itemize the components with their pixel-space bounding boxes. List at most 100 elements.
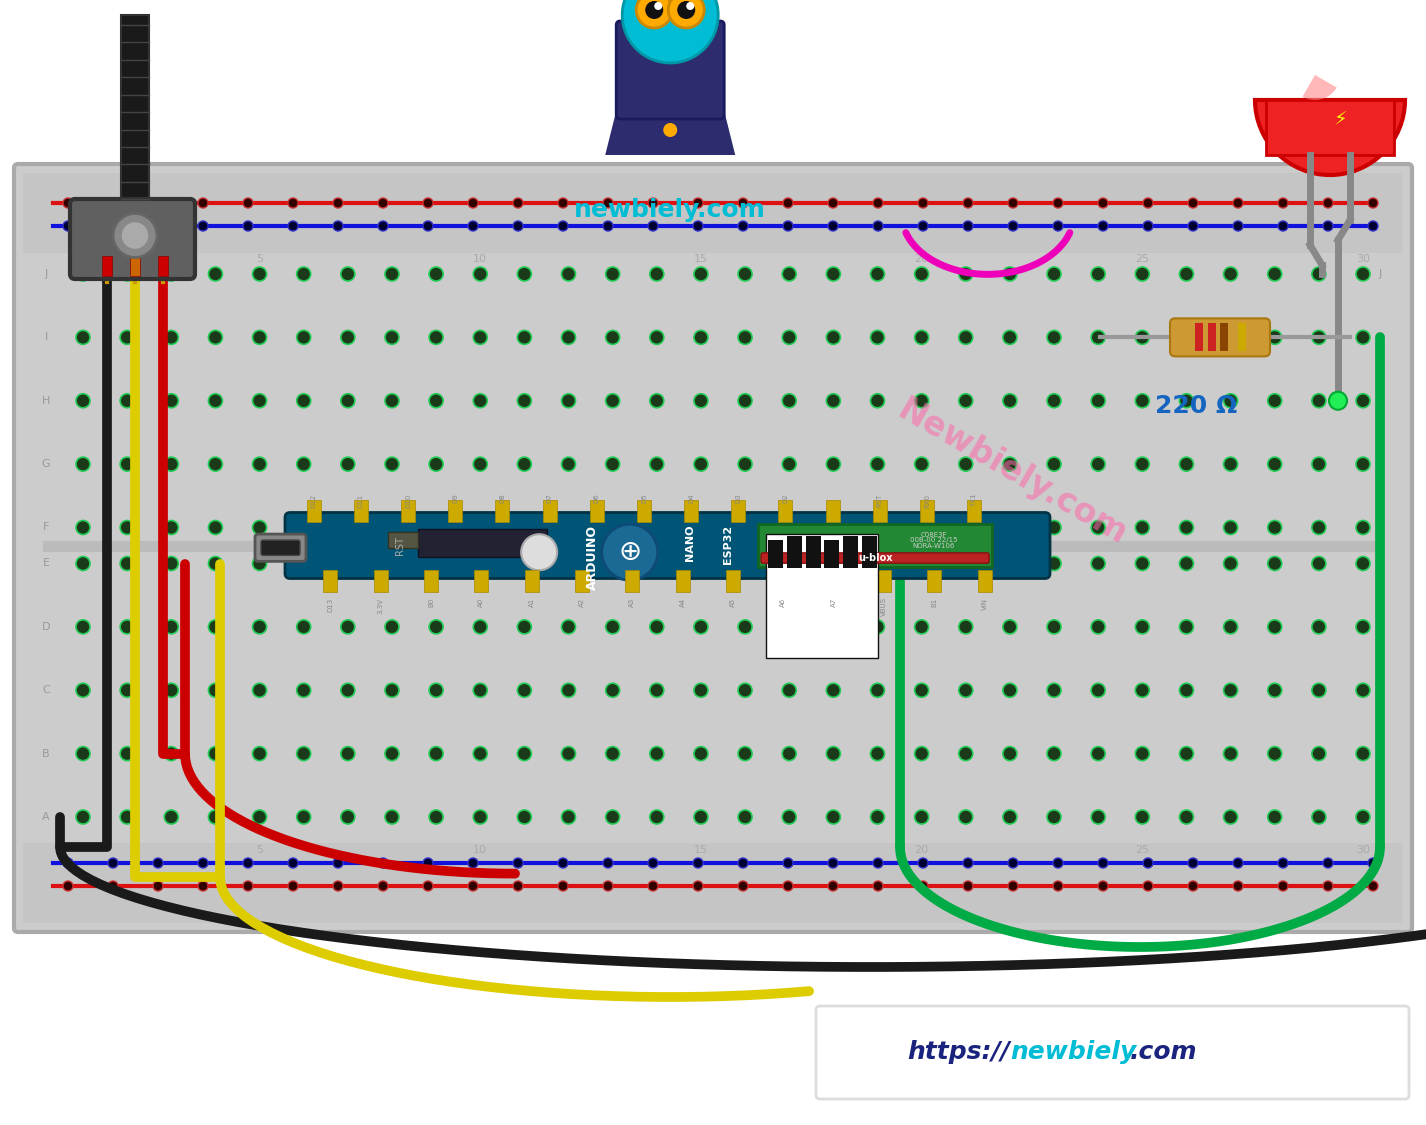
- Circle shape: [558, 198, 568, 208]
- Circle shape: [783, 521, 796, 534]
- Circle shape: [826, 394, 840, 407]
- Circle shape: [1188, 198, 1198, 208]
- Circle shape: [334, 198, 344, 208]
- Bar: [575, 569, 589, 592]
- Circle shape: [164, 620, 178, 633]
- Circle shape: [650, 557, 663, 570]
- Circle shape: [918, 198, 928, 208]
- Circle shape: [963, 858, 973, 868]
- Circle shape: [164, 747, 178, 760]
- Text: https://: https://: [907, 1040, 1010, 1064]
- Circle shape: [252, 457, 267, 471]
- Circle shape: [385, 394, 399, 407]
- Circle shape: [826, 620, 840, 633]
- Circle shape: [1179, 683, 1194, 698]
- Circle shape: [694, 683, 707, 698]
- Circle shape: [242, 881, 252, 891]
- FancyBboxPatch shape: [261, 540, 299, 556]
- Circle shape: [1098, 881, 1108, 891]
- Circle shape: [1047, 394, 1061, 407]
- Circle shape: [914, 810, 928, 824]
- Text: 10: 10: [473, 845, 488, 855]
- Circle shape: [958, 331, 973, 344]
- Circle shape: [1356, 557, 1370, 570]
- Circle shape: [108, 881, 118, 891]
- Circle shape: [513, 220, 523, 231]
- Circle shape: [650, 683, 663, 698]
- Circle shape: [341, 521, 355, 534]
- Circle shape: [1135, 620, 1149, 633]
- Text: A5: A5: [730, 597, 736, 606]
- Circle shape: [1179, 557, 1194, 570]
- Circle shape: [562, 683, 576, 698]
- Text: D3: D3: [736, 494, 742, 503]
- Circle shape: [1356, 747, 1370, 760]
- Circle shape: [518, 457, 532, 471]
- Circle shape: [242, 198, 252, 208]
- Circle shape: [76, 457, 90, 471]
- Text: ARDUINO: ARDUINO: [586, 525, 599, 591]
- Circle shape: [677, 1, 696, 19]
- Circle shape: [341, 267, 355, 281]
- Circle shape: [963, 198, 973, 208]
- Circle shape: [783, 220, 793, 231]
- Circle shape: [826, 457, 840, 471]
- Circle shape: [341, 557, 355, 570]
- Circle shape: [963, 220, 973, 231]
- Bar: [779, 500, 793, 522]
- Text: D: D: [41, 622, 50, 632]
- Bar: [1221, 323, 1228, 351]
- Circle shape: [873, 858, 883, 868]
- Circle shape: [1312, 331, 1326, 344]
- Circle shape: [650, 457, 663, 471]
- Circle shape: [120, 810, 134, 824]
- FancyBboxPatch shape: [761, 552, 990, 564]
- Circle shape: [1144, 220, 1154, 231]
- Circle shape: [1312, 683, 1326, 698]
- Circle shape: [385, 267, 399, 281]
- Circle shape: [562, 557, 576, 570]
- Circle shape: [473, 521, 488, 534]
- Circle shape: [429, 747, 443, 760]
- Text: D12: D12: [311, 494, 317, 507]
- Circle shape: [341, 747, 355, 760]
- Circle shape: [288, 220, 298, 231]
- Circle shape: [108, 220, 118, 231]
- Circle shape: [252, 521, 267, 534]
- Text: I: I: [44, 332, 47, 342]
- Text: 25: 25: [1135, 254, 1149, 264]
- Circle shape: [334, 881, 344, 891]
- Circle shape: [914, 521, 928, 534]
- Circle shape: [1356, 457, 1370, 471]
- Text: RST: RST: [395, 536, 405, 555]
- Bar: [542, 500, 556, 522]
- Text: ⚡: ⚡: [1333, 110, 1348, 129]
- Bar: [827, 569, 840, 592]
- Circle shape: [518, 557, 532, 570]
- Circle shape: [829, 220, 838, 231]
- Circle shape: [1091, 683, 1105, 698]
- Circle shape: [153, 881, 163, 891]
- Circle shape: [76, 521, 90, 534]
- Circle shape: [334, 858, 344, 868]
- Circle shape: [164, 521, 178, 534]
- Circle shape: [694, 557, 707, 570]
- Circle shape: [385, 331, 399, 344]
- Bar: [861, 550, 877, 565]
- Bar: [684, 500, 699, 522]
- Circle shape: [739, 810, 752, 824]
- Circle shape: [518, 620, 532, 633]
- Circle shape: [1356, 683, 1370, 698]
- Circle shape: [603, 198, 613, 208]
- Circle shape: [1312, 267, 1326, 281]
- Bar: [475, 569, 488, 592]
- Circle shape: [1233, 198, 1243, 208]
- Text: A6: A6: [780, 597, 786, 606]
- Circle shape: [783, 810, 796, 824]
- Circle shape: [1098, 198, 1108, 208]
- Circle shape: [1135, 683, 1149, 698]
- Circle shape: [783, 267, 796, 281]
- Circle shape: [1179, 620, 1194, 633]
- Circle shape: [120, 394, 134, 407]
- Circle shape: [429, 620, 443, 633]
